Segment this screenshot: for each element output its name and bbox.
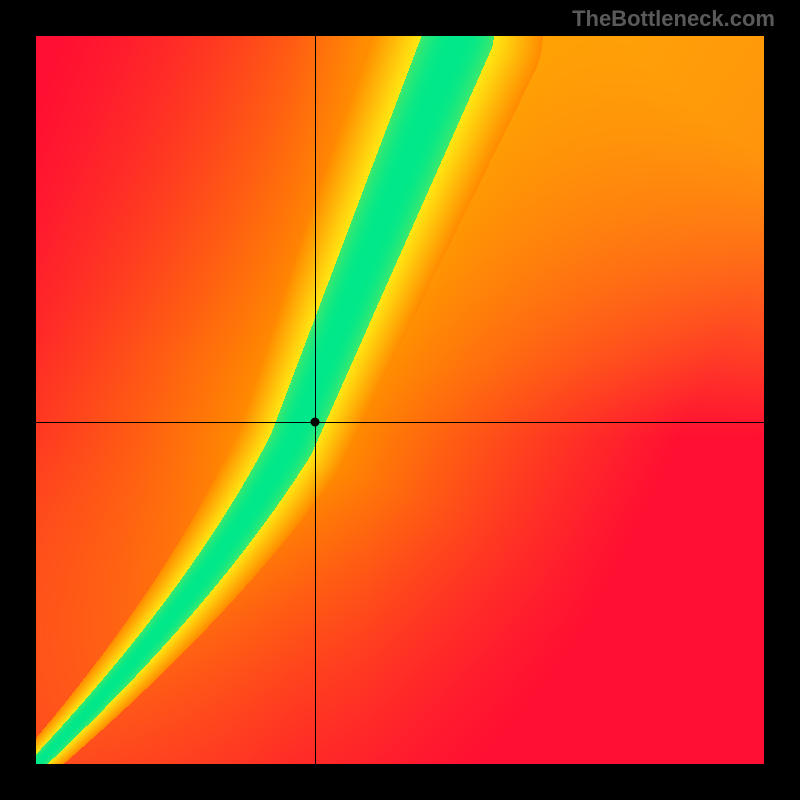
heatmap-canvas — [36, 36, 764, 764]
bottleneck-heatmap — [36, 36, 764, 764]
crosshair-horizontal — [36, 422, 764, 423]
crosshair-vertical — [315, 36, 316, 764]
marker-dot — [310, 417, 319, 426]
watermark-text: TheBottleneck.com — [572, 6, 775, 32]
